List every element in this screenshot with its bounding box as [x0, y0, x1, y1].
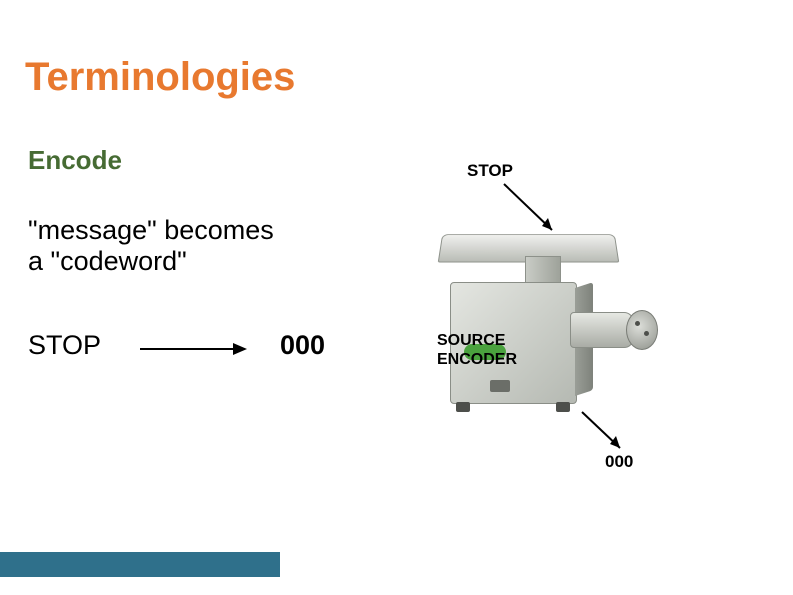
arrow-icon [140, 345, 250, 353]
diagram-input-label: STOP [467, 161, 513, 181]
body-text: "message" becomes a "codeword" [28, 215, 274, 277]
example-input: STOP [28, 330, 101, 361]
slide: Terminologies Encode "message" becomes a… [0, 0, 793, 595]
section-subtitle: Encode [28, 145, 122, 176]
diagram-output-label: 000 [605, 452, 633, 472]
arrow-out-of-machine-icon [576, 408, 636, 458]
diagram-machine-label: SOURCE ENCODER [437, 331, 517, 369]
slide-title: Terminologies [25, 55, 295, 100]
example-output: 000 [280, 330, 325, 361]
footer-accent-bar [0, 552, 280, 577]
